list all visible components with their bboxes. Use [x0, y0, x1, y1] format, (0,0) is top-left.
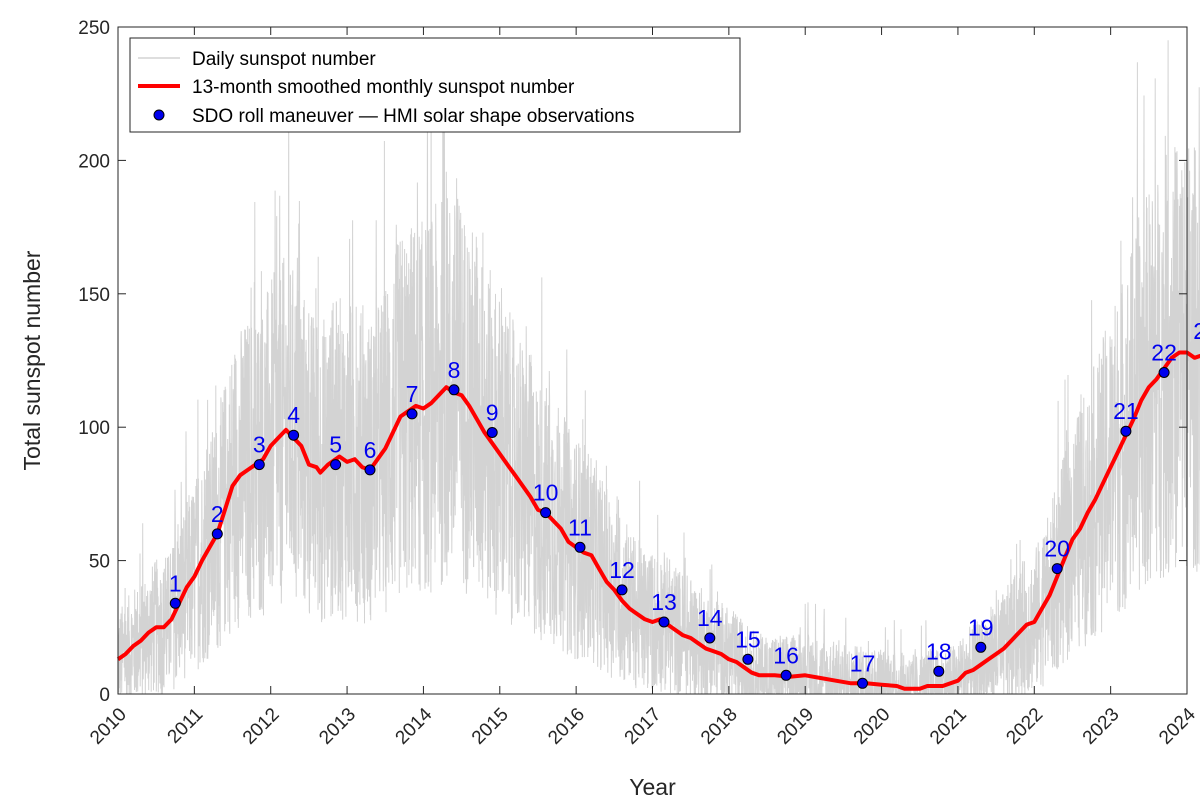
- sdo-point-label-2: 2: [211, 501, 224, 527]
- sdo-point-label-17: 17: [850, 650, 876, 676]
- sdo-point-label-1: 1: [169, 570, 182, 596]
- legend-label-sdo: SDO roll maneuver — HMI solar shape obse…: [192, 106, 634, 127]
- sdo-point-6: [364, 464, 376, 476]
- legend-label-daily: Daily sunspot number: [192, 49, 376, 70]
- sdo-point-label-7: 7: [406, 381, 419, 407]
- sdo-point-label-3: 3: [253, 432, 266, 458]
- y-tick-label-250: 250: [78, 18, 110, 39]
- legend-label-smoothed: 13-month smoothed monthly sunspot number: [192, 77, 575, 98]
- sdo-point-2: [211, 528, 223, 540]
- sdo-roll-points: 1234567891011121314151617181920212223: [169, 318, 1200, 689]
- sdo-point-21: [1120, 425, 1132, 437]
- sdo-point-label-8: 8: [448, 357, 461, 383]
- y-axis-label: Total sunspot number: [19, 250, 45, 470]
- sdo-point-label-15: 15: [735, 626, 761, 652]
- sdo-point-label-20: 20: [1044, 536, 1070, 562]
- sdo-point-label-4: 4: [287, 402, 300, 428]
- sdo-point-label-23: 23: [1193, 318, 1200, 344]
- sdo-point-label-9: 9: [486, 400, 499, 426]
- sdo-point-16: [780, 669, 792, 681]
- sdo-point-15: [742, 653, 754, 665]
- sdo-point-14: [704, 632, 716, 644]
- sdo-point-label-22: 22: [1151, 340, 1177, 366]
- y-tick-label-100: 100: [78, 418, 110, 439]
- sdo-point-20: [1051, 563, 1063, 575]
- sdo-point-label-6: 6: [364, 437, 377, 463]
- sdo-point-label-13: 13: [651, 589, 677, 615]
- y-tick-label-150: 150: [78, 285, 110, 306]
- y-tick-label-0: 0: [99, 685, 110, 706]
- smoothed-sunspot-line: [116, 350, 1200, 691]
- sdo-point-label-14: 14: [697, 605, 723, 631]
- y-tick-label-50: 50: [89, 552, 110, 573]
- y-tick-label-200: 200: [78, 151, 110, 172]
- sdo-point-label-18: 18: [926, 638, 952, 664]
- sdo-point-5: [330, 459, 342, 471]
- legend-swatch-sdo: [153, 109, 165, 121]
- sdo-point-13: [658, 616, 670, 628]
- sdo-point-9: [486, 427, 498, 438]
- sdo-point-4: [288, 429, 300, 441]
- sdo-point-12: [616, 584, 628, 596]
- sdo-point-label-19: 19: [968, 614, 994, 640]
- sdo-point-label-16: 16: [773, 642, 799, 668]
- sdo-point-22: [1158, 367, 1170, 378]
- sdo-point-7: [406, 408, 418, 420]
- sdo-point-17: [857, 677, 868, 689]
- sdo-point-10: [540, 507, 552, 519]
- sdo-point-label-21: 21: [1113, 398, 1139, 424]
- sdo-point-label-10: 10: [533, 480, 559, 506]
- daily-sunspot-line: [117, 40, 1200, 696]
- sdo-point-11: [574, 541, 586, 553]
- sdo-point-label-11: 11: [568, 514, 592, 540]
- daily-sunspot-series: [117, 40, 1200, 696]
- sdo-point-18: [933, 665, 945, 677]
- sdo-point-3: [253, 459, 265, 471]
- sdo-point-1: [169, 597, 181, 609]
- legend: Daily sunspot number 13-month smoothed m…: [129, 37, 741, 133]
- x-axis-label: Year: [629, 774, 676, 800]
- sdo-point-19: [975, 641, 987, 653]
- sdo-point-label-12: 12: [609, 557, 635, 583]
- sdo-point-8: [448, 384, 460, 396]
- sdo-point-label-5: 5: [329, 432, 342, 458]
- legend-box: [129, 37, 741, 133]
- smoothed-sunspot-series: [116, 350, 1200, 691]
